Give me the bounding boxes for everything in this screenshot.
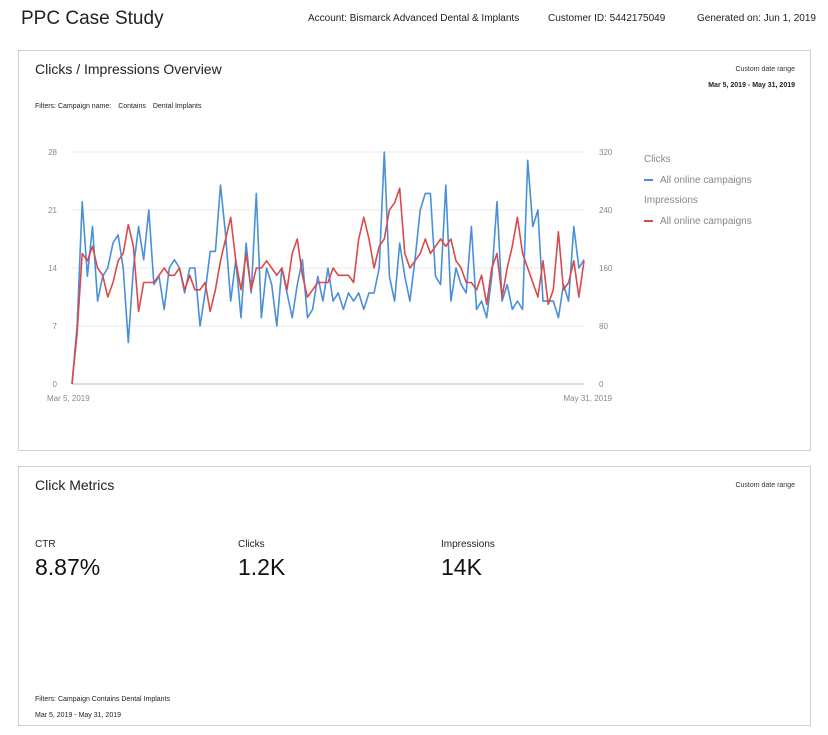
metrics-panel: Click Metrics Custom date range CTR 8.87… bbox=[18, 466, 811, 726]
metric-impressions-label: Impressions bbox=[441, 539, 495, 550]
report-header: PPC Case Study Account: Bismarck Advance… bbox=[0, 0, 828, 40]
left-tick-label: 28 bbox=[48, 148, 57, 157]
left-tick-label: 7 bbox=[53, 322, 58, 331]
report-title: PPC Case Study bbox=[21, 8, 164, 29]
generated-date: Generated on: Jun 1, 2019 bbox=[697, 13, 816, 24]
metric-clicks: Clicks 1.2K bbox=[238, 539, 285, 581]
series-line-impressions bbox=[71, 187, 585, 385]
right-tick-label: 160 bbox=[599, 264, 613, 273]
x-start-label: Mar 5, 2019 bbox=[47, 394, 90, 403]
legend-group-clicks: Clicks bbox=[644, 154, 671, 165]
legend-group-impressions: Impressions bbox=[644, 195, 698, 206]
x-end-label: May 31, 2019 bbox=[564, 394, 613, 403]
filter-operator: Contains bbox=[118, 103, 146, 110]
legend-item-impressions: All online campaigns bbox=[660, 216, 752, 227]
right-tick-label: 240 bbox=[599, 206, 613, 215]
left-tick-label: 21 bbox=[48, 206, 57, 215]
right-tick-label: 0 bbox=[599, 380, 604, 389]
customer-id: Customer ID: 5442175049 bbox=[548, 13, 666, 24]
overview-range-value[interactable]: Mar 5, 2019 - May 31, 2019 bbox=[708, 82, 795, 89]
metrics-title: Click Metrics bbox=[35, 477, 115, 493]
left-tick-label: 14 bbox=[48, 264, 57, 273]
overview-chart: 0 7 14 21 28 0 80 160 240 320 Mar 5, 2019 May 31, 2… bbox=[47, 148, 752, 403]
overview-panel: 0 7 14 21 28 0 80 160 240 320 Mar 5, 2019 May 31, 2… bbox=[18, 50, 811, 451]
right-tick-label: 320 bbox=[599, 148, 613, 157]
metrics-range-label[interactable]: Custom date range bbox=[735, 482, 795, 489]
right-tick-label: 80 bbox=[599, 322, 608, 331]
metric-ctr-label: CTR bbox=[35, 539, 56, 550]
metrics-footer-filters: Filters: Campaign Contains Dental Implan… bbox=[35, 696, 171, 703]
metric-clicks-value: 1.2K bbox=[238, 554, 286, 580]
account-name: Account: Bismarck Advanced Dental & Impl… bbox=[308, 13, 520, 24]
overview-range-label[interactable]: Custom date range bbox=[735, 66, 795, 73]
metric-ctr-value: 8.87% bbox=[35, 554, 101, 580]
metric-ctr: CTR 8.87% bbox=[35, 539, 100, 581]
legend-item-clicks: All online campaigns bbox=[660, 175, 752, 186]
overview-filters: Filters: Campaign name: Contains Dental … bbox=[35, 103, 206, 110]
metric-impressions: Impressions 14K bbox=[441, 539, 495, 581]
overview-title: Clicks / Impressions Overview bbox=[35, 61, 222, 77]
filter-prefix: Filters: Campaign name: bbox=[35, 103, 112, 110]
filter-value: Dental Implants bbox=[152, 103, 202, 110]
left-tick-label: 0 bbox=[53, 380, 58, 389]
metric-impressions-value: 14K bbox=[441, 554, 482, 580]
metrics-footer-range: Mar 5, 2019 - May 31, 2019 bbox=[35, 712, 121, 719]
metric-clicks-label: Clicks bbox=[238, 539, 265, 550]
